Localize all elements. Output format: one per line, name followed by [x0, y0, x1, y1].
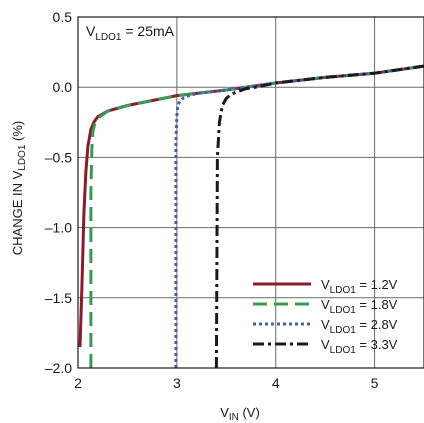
condition-annotation: VLDO1 = 25mA — [86, 23, 175, 43]
x-tick-label: 2 — [74, 375, 82, 391]
legend-label-2: VLDO1 = 1.8V — [321, 297, 398, 316]
y-tick-label: 0.0 — [53, 79, 73, 95]
series-line-2 — [89, 64, 424, 368]
series-lines — [78, 64, 424, 368]
y-tick-label: 0.5 — [53, 9, 73, 25]
plot-frame — [77, 16, 424, 369]
legend-label-3: VLDO1 = 2.8V — [321, 317, 398, 336]
grid — [77, 16, 424, 369]
y-axis-label: CHANGE IN VLDO1 (%) — [10, 121, 28, 255]
x-tick-label: 3 — [173, 375, 181, 391]
x-axis-label: VIN (V) — [220, 405, 260, 423]
legend-label-4: VLDO1 = 3.3V — [321, 337, 398, 356]
y-tick-label: –1.0 — [45, 220, 72, 236]
series-line-3 — [174, 64, 424, 368]
y-tick-label: –2.0 — [45, 360, 72, 376]
x-tick-label: 5 — [371, 375, 379, 391]
x-tick-label: 4 — [272, 375, 280, 391]
y-tick-label: –1.5 — [45, 290, 72, 306]
legend-label-1: VLDO1 = 1.2V — [321, 277, 398, 296]
tick-labels: 2 3 4 5 0.5 0.0 –0.5 –1.0 –1.5 –2.0 — [45, 9, 379, 391]
series-line-4 — [214, 64, 424, 368]
y-tick-label: –0.5 — [45, 149, 72, 165]
